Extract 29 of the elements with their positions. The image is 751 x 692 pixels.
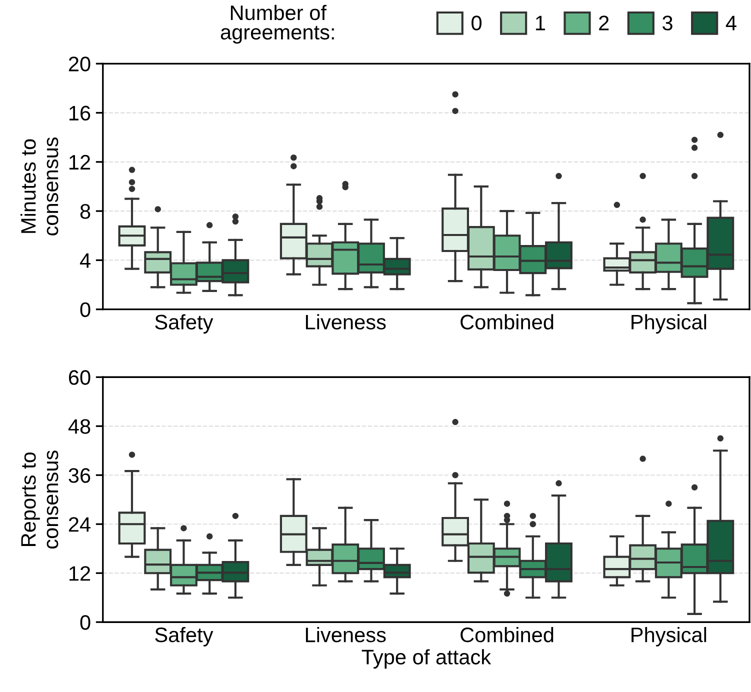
legend-label: 1 bbox=[536, 16, 545, 30]
legend-label: 2 bbox=[599, 16, 609, 30]
y-tick-label: 12 bbox=[70, 566, 90, 581]
y-tick-label: 24 bbox=[68, 517, 90, 532]
x-tick-label: Physical bbox=[632, 626, 706, 646]
y-axis-title: Minutes to consensus bbox=[20, 137, 58, 236]
y-tick-label: 16 bbox=[70, 106, 90, 121]
y-tick-label: 12 bbox=[70, 154, 90, 170]
x-tick-label: Safety bbox=[155, 314, 214, 334]
y-axis-title: Reports to consensus bbox=[21, 450, 58, 549]
legend-title: Number of agreements: bbox=[220, 4, 334, 44]
legend-label: 4 bbox=[726, 16, 736, 30]
y-tick-label: 8 bbox=[80, 204, 90, 219]
y-tick-label: 4 bbox=[80, 253, 90, 268]
x-tick-label: Safety bbox=[155, 626, 214, 646]
legend-label: 0 bbox=[472, 16, 482, 30]
x-tick-label: Liveness bbox=[306, 314, 386, 330]
y-tick-label: 36 bbox=[68, 468, 90, 483]
y-tick-label: 0 bbox=[80, 302, 90, 318]
x-tick-label: Physical bbox=[632, 314, 706, 334]
y-tick-label: 60 bbox=[68, 370, 90, 385]
legend-label: 3 bbox=[662, 16, 672, 30]
x-tick-label: Combined bbox=[460, 314, 554, 330]
x-tick-label: Liveness bbox=[306, 626, 386, 642]
x-axis-title: Type of attack bbox=[362, 649, 492, 669]
y-tick-label: 48 bbox=[68, 419, 90, 434]
y-tick-label: 20 bbox=[68, 56, 90, 72]
x-tick-label: Combined bbox=[460, 626, 554, 642]
y-tick-label: 0 bbox=[80, 615, 90, 630]
